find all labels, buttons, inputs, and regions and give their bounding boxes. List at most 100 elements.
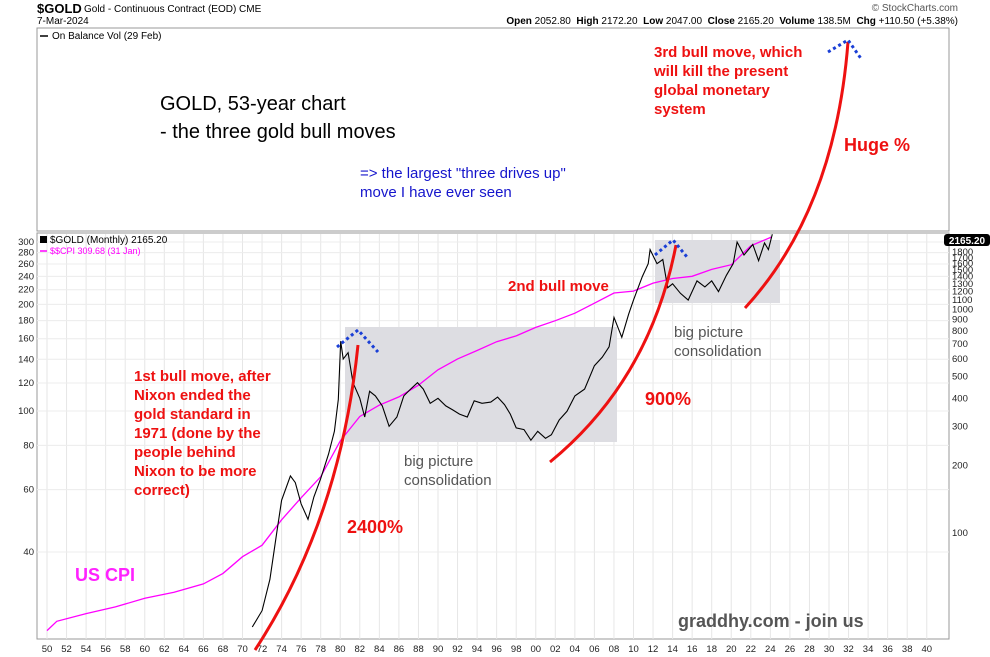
right-tick-label: 1700 [952, 253, 973, 264]
x-tick-label: 80 [335, 644, 346, 655]
consolidation-2-line: big picture [674, 324, 743, 341]
obv-panel [36, 27, 950, 232]
gold-legend-swatch [40, 236, 47, 243]
left-tick-label: 240 [18, 271, 34, 282]
x-tick-label: 66 [198, 644, 209, 655]
third-bull-note: 3rd bull move, which will kill the prese… [653, 44, 802, 118]
drive-marker-3 [827, 37, 864, 61]
second-bull-note: 2nd bull move [508, 278, 609, 295]
consolidation-box-1 [345, 327, 617, 442]
x-tick-label: 32 [843, 644, 854, 655]
left-tick-label: 60 [23, 485, 34, 496]
x-tick-label: 14 [667, 644, 678, 655]
first-bull-note: 1st bull move, after Nixon ended the gol… [134, 368, 271, 499]
x-tick-label: 94 [472, 644, 483, 655]
pct-900-note: 900% [645, 389, 691, 409]
close-value: 2165.20 [737, 16, 774, 27]
x-tick-label: 50 [42, 644, 53, 655]
right-tick-label: 100 [952, 528, 968, 539]
first-bull-line: 1971 (done by the [134, 425, 261, 442]
first-bull-line: Nixon to be more [134, 463, 257, 480]
right-tick-label: 500 [952, 372, 968, 383]
consolidation-2-line: consolidation [674, 343, 762, 360]
x-tick-label: 18 [706, 644, 717, 655]
gold-legend: $GOLD (Monthly) 2165.20 [50, 235, 168, 246]
x-tick-label: 96 [491, 644, 502, 655]
left-tick-label: 260 [18, 259, 34, 270]
gold-series-line [251, 234, 773, 628]
close-label: Close [707, 16, 735, 27]
x-tick-label: 30 [824, 644, 835, 655]
chart-subtitle: Gold - Continuous Contract (EOD) CME [84, 4, 262, 15]
x-tick-label: 04 [570, 644, 581, 655]
right-tick-label: 1300 [952, 279, 973, 290]
left-tick-label: 100 [18, 406, 34, 417]
us-cpi-note: US CPI [75, 565, 135, 585]
volume-value: 138.5M [817, 16, 851, 27]
x-tick-label: 88 [413, 644, 424, 655]
ohlc-summary: Open 2052.80 High 2172.20 Low 2047.00 Cl… [506, 16, 958, 27]
cpi-series-line [46, 236, 772, 632]
huge-pct-note: Huge % [844, 135, 910, 155]
pct-2400-note: 2400% [347, 517, 403, 537]
third-bull-line: global monetary [654, 82, 771, 99]
third-bull-line: will kill the present [653, 63, 788, 80]
volume-label: Volume [779, 16, 815, 27]
drive-marker-2 [654, 237, 689, 258]
x-tick-label: 36 [882, 644, 893, 655]
x-tick-label: 78 [315, 644, 326, 655]
first-bull-line: 1st bull move, after [134, 368, 271, 385]
right-tick-label: 200 [952, 461, 968, 472]
first-bull-line: correct) [134, 482, 190, 499]
right-tick-label: 300 [952, 421, 968, 432]
x-tick-label: 86 [394, 644, 405, 655]
right-tick-label: 700 [952, 339, 968, 350]
bull-arc-3 [743, 41, 850, 310]
x-tick-label: 38 [902, 644, 913, 655]
x-tick-label: 58 [120, 644, 131, 655]
high-label: High [576, 16, 599, 27]
right-tick-label: 1800 [952, 247, 973, 258]
x-tick-label: 76 [296, 644, 307, 655]
open-label: Open [506, 16, 532, 27]
x-tick-label: 00 [530, 644, 541, 655]
x-tick-label: 22 [746, 644, 757, 655]
open-value: 2052.80 [534, 16, 571, 27]
low-value: 2047.00 [665, 16, 703, 27]
bull-arc-1 [253, 344, 360, 651]
left-tick-label: 280 [18, 248, 34, 259]
right-tick-label: 1000 [952, 304, 973, 315]
third-bull-line: system [654, 101, 706, 118]
annotation-title-1: GOLD, 53-year chart [160, 93, 346, 115]
x-tick-label: 12 [648, 644, 659, 655]
left-tick-label: 180 [18, 316, 34, 327]
right-tick-label: 1600 [952, 259, 973, 270]
x-tick-label: 26 [785, 644, 796, 655]
x-tick-label: 06 [589, 644, 600, 655]
right-tick-label: 900 [952, 315, 968, 326]
last-price-badge [944, 234, 990, 246]
chart-date: 7-Mar-2024 [37, 16, 89, 27]
first-bull-line: gold standard in [134, 406, 251, 423]
x-tick-label: 62 [159, 644, 170, 655]
x-tick-label: 10 [628, 644, 639, 655]
x-tick-label: 84 [374, 644, 385, 655]
consolidation-1-line: consolidation [404, 472, 492, 489]
right-tick-label: 1400 [952, 272, 973, 283]
x-tick-label: 70 [237, 644, 248, 655]
x-tick-label: 54 [81, 644, 92, 655]
bull-arc-2 [549, 244, 678, 464]
consolidation-1-line: big picture [404, 453, 473, 470]
right-tick-label: 600 [952, 354, 968, 365]
right-tick-label: 800 [952, 326, 968, 337]
right-tick-label: 1200 [952, 287, 973, 298]
left-tick-label: 40 [23, 547, 34, 558]
left-tick-label: 300 [18, 237, 34, 248]
left-tick-label: 80 [23, 440, 34, 451]
high-value: 2172.20 [601, 16, 638, 27]
x-tick-label: 72 [257, 644, 268, 655]
x-tick-label: 92 [452, 644, 463, 655]
x-tick-label: 02 [550, 644, 561, 655]
low-label: Low [643, 16, 664, 27]
first-bull-line: people behind [134, 444, 236, 461]
